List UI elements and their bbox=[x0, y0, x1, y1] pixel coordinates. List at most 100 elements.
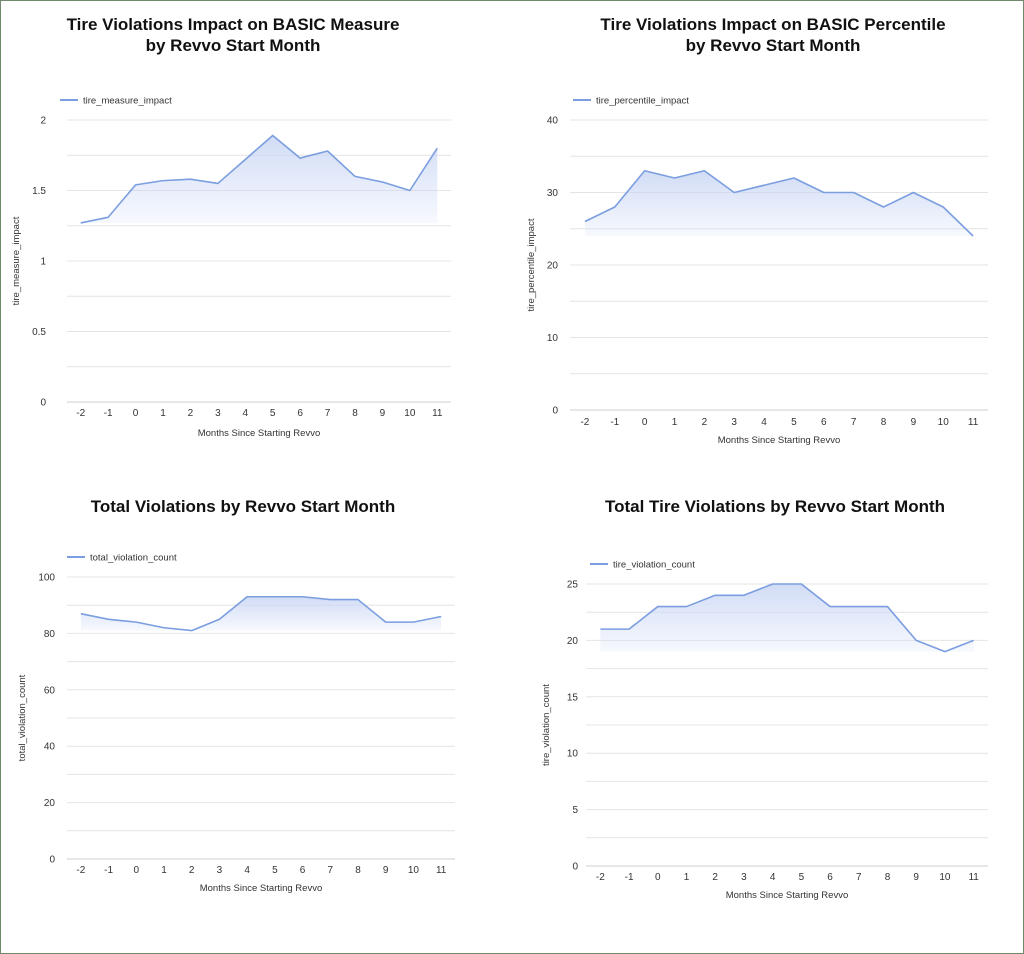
x-tick-label: 10 bbox=[938, 417, 950, 428]
data-point[interactable] bbox=[581, 218, 589, 226]
series-line bbox=[600, 583, 974, 653]
data-point[interactable] bbox=[850, 189, 858, 197]
data-point[interactable] bbox=[969, 232, 977, 240]
data-point[interactable] bbox=[880, 203, 888, 211]
x-tick-label: 1 bbox=[684, 872, 690, 883]
data-point[interactable] bbox=[700, 167, 708, 175]
chart-title: by Revvo Start Month bbox=[146, 36, 321, 55]
x-tick-label: 11 bbox=[968, 417, 979, 428]
data-point[interactable] bbox=[790, 174, 798, 182]
data-point[interactable] bbox=[939, 203, 947, 211]
data-point[interactable] bbox=[611, 203, 619, 211]
data-point[interactable] bbox=[912, 636, 920, 644]
x-tick-label: 0 bbox=[133, 408, 139, 419]
data-point[interactable] bbox=[671, 174, 679, 182]
data-point[interactable] bbox=[730, 189, 738, 197]
y-tick-label: 2 bbox=[40, 116, 46, 127]
data-point[interactable] bbox=[132, 181, 140, 189]
x-tick-label: 0 bbox=[642, 417, 648, 428]
series-line bbox=[584, 169, 974, 237]
y-tick-label: 30 bbox=[547, 188, 559, 199]
chart-title: Total Violations by Revvo Start Month bbox=[91, 497, 395, 516]
data-point[interactable] bbox=[382, 618, 390, 626]
data-point[interactable] bbox=[769, 580, 777, 588]
data-point[interactable] bbox=[941, 648, 949, 656]
chart-1: Tire Violations Impact on BASIC Measure b… bbox=[11, 15, 451, 439]
data-point[interactable] bbox=[711, 591, 719, 599]
x-tick-label: -2 bbox=[76, 865, 85, 876]
x-tick-label: 6 bbox=[300, 865, 306, 876]
y-tick-label: 0 bbox=[552, 406, 558, 417]
x-tick-label: 7 bbox=[856, 872, 862, 883]
data-point[interactable] bbox=[77, 610, 85, 618]
data-point[interactable] bbox=[214, 179, 222, 187]
data-point[interactable] bbox=[159, 177, 167, 185]
data-point[interactable] bbox=[820, 189, 828, 197]
data-point[interactable] bbox=[271, 593, 279, 601]
chart-3: Total Violations by Revvo Start Month020… bbox=[17, 497, 455, 894]
data-point[interactable] bbox=[186, 175, 194, 183]
data-point[interactable] bbox=[625, 625, 633, 633]
data-point[interactable] bbox=[970, 636, 978, 644]
data-point[interactable] bbox=[241, 155, 249, 163]
x-tick-label: -2 bbox=[596, 872, 605, 883]
data-point[interactable] bbox=[215, 615, 223, 623]
data-point[interactable] bbox=[351, 172, 359, 180]
x-tick-label: 9 bbox=[383, 865, 389, 876]
data-point[interactable] bbox=[324, 147, 332, 155]
y-tick-label: 5 bbox=[572, 805, 578, 816]
y-tick-label: 0 bbox=[49, 855, 55, 866]
data-point[interactable] bbox=[909, 189, 917, 197]
data-point[interactable] bbox=[77, 219, 85, 227]
x-tick-label: 8 bbox=[355, 865, 361, 876]
chart-title: Total Tire Violations by Revvo Start Mon… bbox=[605, 497, 945, 516]
legend-entry: tire_percentile_impact bbox=[596, 96, 689, 107]
data-point[interactable] bbox=[243, 593, 251, 601]
x-tick-label: -1 bbox=[610, 417, 619, 428]
x-tick-label: 8 bbox=[881, 417, 887, 428]
x-tick-label: 5 bbox=[791, 417, 797, 428]
series-area bbox=[600, 584, 974, 652]
x-tick-label: 3 bbox=[731, 417, 737, 428]
y-tick-label: 100 bbox=[38, 573, 55, 584]
data-point[interactable] bbox=[826, 603, 834, 611]
y-tick-label: 40 bbox=[44, 742, 56, 753]
data-point[interactable] bbox=[160, 624, 168, 632]
x-tick-label: 5 bbox=[270, 408, 276, 419]
data-point[interactable] bbox=[296, 154, 304, 162]
data-point[interactable] bbox=[740, 591, 748, 599]
data-point[interactable] bbox=[433, 144, 441, 152]
data-point[interactable] bbox=[105, 615, 113, 623]
y-axis-label: total_violation_count bbox=[17, 674, 28, 761]
data-point[interactable] bbox=[188, 627, 196, 635]
y-tick-label: 0 bbox=[572, 862, 578, 873]
x-tick-label: 10 bbox=[404, 408, 416, 419]
data-point[interactable] bbox=[654, 603, 662, 611]
x-tick-label: -2 bbox=[76, 408, 85, 419]
data-point[interactable] bbox=[641, 167, 649, 175]
series-line bbox=[80, 134, 438, 224]
y-tick-label: 10 bbox=[567, 749, 579, 760]
x-tick-label: -2 bbox=[580, 417, 589, 428]
x-tick-label: -1 bbox=[625, 872, 634, 883]
chart-2: Tire Violations Impact on BASIC Percenti… bbox=[526, 15, 988, 446]
data-point[interactable] bbox=[437, 612, 445, 620]
y-tick-label: 10 bbox=[547, 333, 559, 344]
data-point[interactable] bbox=[760, 181, 768, 189]
data-point[interactable] bbox=[378, 178, 386, 186]
data-point[interactable] bbox=[104, 213, 112, 221]
data-point[interactable] bbox=[132, 618, 140, 626]
x-tick-label: 1 bbox=[160, 408, 166, 419]
data-point[interactable] bbox=[884, 603, 892, 611]
data-point[interactable] bbox=[855, 603, 863, 611]
data-point[interactable] bbox=[406, 187, 414, 195]
data-point[interactable] bbox=[269, 132, 277, 140]
data-point[interactable] bbox=[326, 596, 334, 604]
data-point[interactable] bbox=[354, 596, 362, 604]
y-tick-label: 1 bbox=[40, 257, 46, 268]
data-point[interactable] bbox=[596, 625, 604, 633]
data-point[interactable] bbox=[683, 603, 691, 611]
data-point[interactable] bbox=[797, 580, 805, 588]
data-point[interactable] bbox=[409, 618, 417, 626]
data-point[interactable] bbox=[299, 593, 307, 601]
